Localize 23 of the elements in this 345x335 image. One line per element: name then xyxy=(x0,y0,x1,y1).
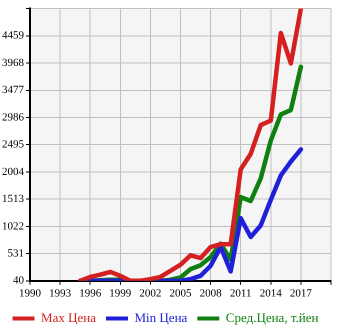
y-tick-label: 1022 xyxy=(2,220,24,232)
y-tick-label: 4459 xyxy=(2,30,24,42)
y-tick-label: 3968 xyxy=(2,56,24,69)
x-tick-label: 2014 xyxy=(260,287,282,300)
y-tick-label: 531 xyxy=(8,247,24,260)
x-tick-label: 1996 xyxy=(79,287,102,300)
x-tick-label: 1999 xyxy=(109,287,132,300)
x-tick-label: 2011 xyxy=(230,287,252,300)
y-tick-label: 2004 xyxy=(2,166,24,178)
y-tick-label: 2986 xyxy=(2,111,24,124)
x-tick-label: 1993 xyxy=(49,287,72,300)
legend-label: Min Цена xyxy=(134,310,188,325)
x-tick-label: 1990 xyxy=(19,287,42,300)
y-tick-label: 40 xyxy=(13,274,24,287)
x-tick-label: 2005 xyxy=(170,287,192,300)
legend-label: Сред.Цена, т.йен xyxy=(226,310,319,325)
y-tick-label: 3477 xyxy=(2,84,24,96)
legend-label: Max Цена xyxy=(41,310,96,325)
x-tick-label: 2002 xyxy=(139,287,162,300)
x-tick-label: 2017 xyxy=(290,287,312,300)
x-tick-label: 2008 xyxy=(200,287,222,300)
y-tick-label: 2495 xyxy=(2,138,24,151)
y-tick-label: 1513 xyxy=(2,193,24,206)
